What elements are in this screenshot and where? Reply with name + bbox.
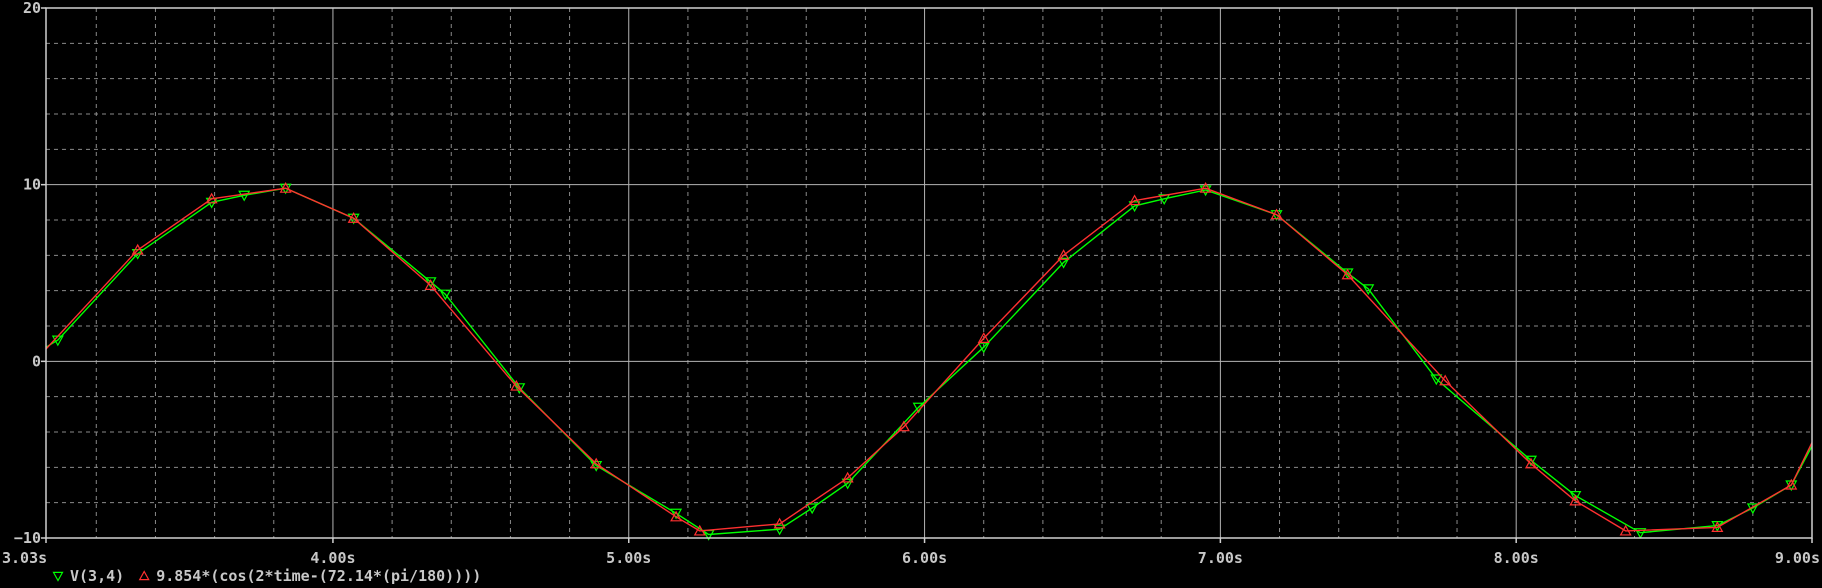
data-point-marker	[1128, 201, 1141, 213]
tick-labels: 3.03s 4.00s 5.00s 6.00s 7.00s 8.00s 9.00s 20 10 0…	[2, 0, 1820, 567]
legend-label-2: 9.854*(cos(2*time-(72.14*(pi/180))))	[156, 567, 481, 585]
data-point-marker	[1057, 257, 1070, 269]
legend-label-1: V(3,4)	[70, 567, 124, 585]
data-point-marker	[1199, 181, 1212, 193]
data-point-marker	[1569, 491, 1582, 502]
data-point-marker	[693, 524, 706, 536]
data-point-marker	[131, 243, 144, 255]
legend-item-2: 9.854*(cos(2*time-(72.14*(pi/180))))	[138, 567, 481, 585]
data-point-marker	[347, 211, 360, 223]
data-point-marker	[238, 190, 251, 202]
data-point-marker	[773, 517, 786, 529]
data-point-marker	[1128, 194, 1141, 206]
data-point-marker	[977, 342, 990, 354]
x-tick-label: 8.00s	[1494, 549, 1539, 567]
data-point-marker	[1057, 249, 1070, 260]
data-point-marker	[1439, 374, 1452, 386]
data-point-marker	[1199, 185, 1212, 197]
data-point-marker	[439, 289, 452, 301]
data-point-marker	[1569, 494, 1582, 506]
series-2	[45, 181, 1813, 536]
x-tick-label: 6.00s	[902, 549, 947, 567]
x-tick-label: 3.03s	[2, 549, 47, 567]
data-point-marker	[1430, 374, 1443, 386]
legend-marker-triangle-down-icon	[52, 571, 64, 582]
data-point-marker	[1524, 457, 1537, 469]
data-point-marker	[510, 379, 523, 391]
y-tick-label: 20	[23, 0, 41, 17]
data-point-marker	[1711, 521, 1724, 532]
data-point-marker	[670, 508, 683, 520]
series-layer	[45, 181, 1813, 541]
data-point-marker	[1634, 528, 1647, 539]
x-tick-label: 9.00s	[1775, 549, 1820, 567]
legend: V(3,4) 9.854*(cos(2*time-(72.14*(pi/180)…	[52, 567, 481, 585]
y-tick-label: 10	[23, 176, 41, 194]
legend-item-1: V(3,4)	[52, 567, 124, 585]
data-point-marker	[1619, 524, 1632, 536]
major-grid	[46, 8, 1812, 538]
data-point-marker	[1270, 208, 1283, 220]
data-point-marker	[977, 332, 990, 343]
data-point-marker	[806, 503, 819, 515]
legend-marker-triangle-up-icon	[138, 570, 150, 581]
data-point-marker	[841, 478, 854, 490]
x-tick-label: 5.00s	[606, 549, 651, 567]
data-point-marker	[205, 192, 218, 204]
data-point-marker	[590, 457, 603, 469]
plot-frame	[45, 7, 1813, 539]
data-point-marker	[773, 524, 786, 536]
data-point-marker	[424, 279, 437, 290]
y-tick-label: −10	[14, 529, 41, 547]
minor-grid	[46, 8, 1812, 538]
data-point-marker	[513, 383, 526, 395]
axes	[41, 7, 1813, 543]
data-point-marker	[670, 510, 683, 522]
x-tick-label: 4.00s	[310, 549, 355, 567]
x-tick-label: 7.00s	[1198, 549, 1243, 567]
data-point-marker	[1785, 478, 1798, 490]
data-point-marker	[1341, 268, 1354, 280]
data-point-marker	[279, 181, 292, 193]
data-point-marker	[897, 420, 910, 432]
y-tick-label: 0	[32, 352, 41, 370]
data-point-marker	[841, 471, 854, 483]
series-2-line	[45, 187, 1813, 532]
data-point-marker	[1362, 284, 1375, 296]
